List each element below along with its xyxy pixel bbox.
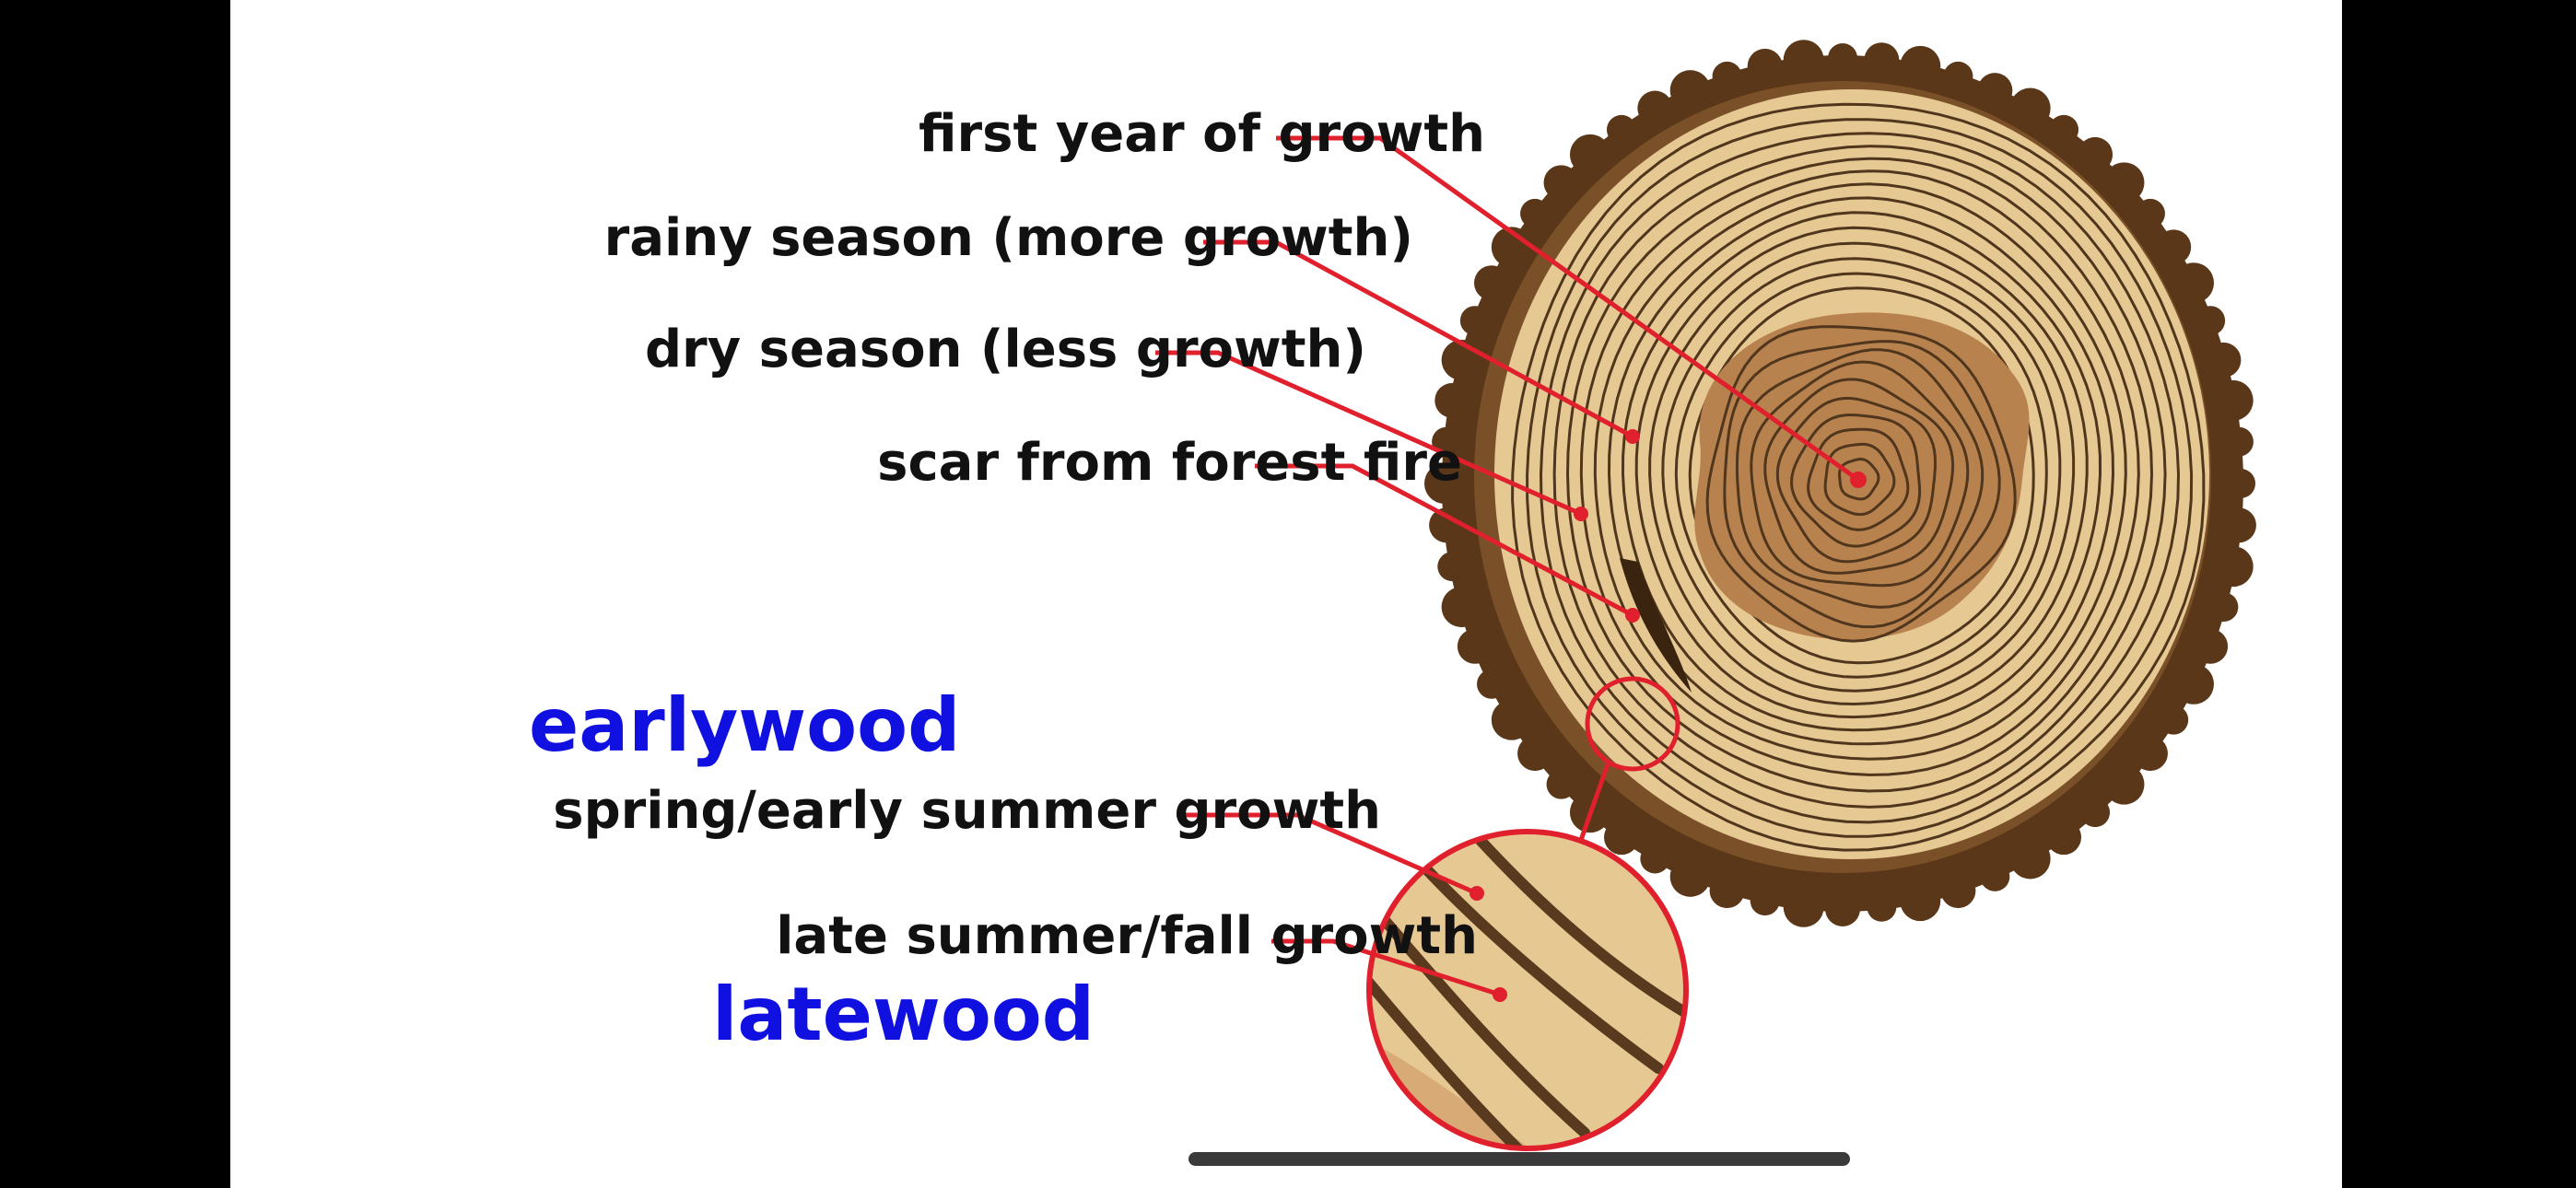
inner-growth-rings — [1705, 325, 2017, 643]
term-earlywood: earlywood — [529, 682, 961, 768]
diagram-slide: first year of growth rainy season (more … — [230, 0, 2342, 1188]
zoom-connector — [1577, 763, 1610, 844]
label-spring-growth: spring/early summer growth — [553, 781, 1381, 841]
outer-growth-rings — [1511, 102, 2206, 852]
label-late-growth: late summer/fall growth — [776, 906, 1478, 966]
home-indicator[interactable] — [1188, 1152, 1850, 1166]
term-latewood: latewood — [712, 972, 1095, 1057]
zoom-circle-border — [1366, 829, 1689, 1151]
bark-texture — [1424, 40, 2256, 927]
label-dry-season: dry season (less growth) — [644, 320, 1366, 379]
label-fire-scar: scar from forest fire — [877, 433, 1462, 493]
pointer-first-year — [1276, 135, 1860, 483]
pointer-late-growth — [1271, 938, 1501, 997]
pointer-dots — [1469, 429, 1867, 1002]
pointer-rainy-season — [1203, 239, 1634, 439]
pointer-spring-growth — [1177, 812, 1478, 896]
fire-scar — [1620, 558, 1692, 693]
zoom-source-circle — [1585, 676, 1680, 772]
tree-cross-section — [1155, 40, 2256, 1151]
label-first-year: first year of growth — [919, 104, 1485, 164]
pointer-dry-season — [1155, 350, 1583, 517]
pointer-fire-scar — [1255, 463, 1634, 618]
pointer-lines — [1155, 135, 1860, 997]
label-rainy-season: rainy season (more growth) — [603, 208, 1413, 268]
